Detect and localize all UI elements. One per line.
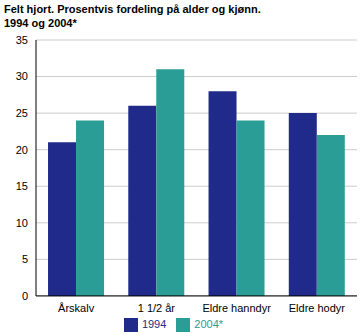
svg-text:Årskalv: Årskalv	[58, 302, 95, 314]
html-text:1994 og 2004*: 1994 og 2004*	[4, 17, 77, 29]
html-text:1994: 1994	[141, 317, 167, 330]
svg-text:0: 0	[22, 290, 28, 302]
svg-text:25: 25	[16, 107, 28, 119]
svg-text:10: 10	[16, 217, 28, 229]
svg-text:15: 15	[16, 180, 28, 192]
svg-text:5: 5	[22, 253, 28, 265]
html-text:Felt hjort. Prosentvis fordeli: Felt hjort. Prosentvis fordeling på alde…	[4, 3, 261, 15]
svg-text:Eldre hodyr: Eldre hodyr	[289, 302, 346, 314]
svg-text:20: 20	[16, 144, 28, 156]
html-text:2004*: 2004*	[194, 317, 224, 330]
svg-text:1 1/2 år: 1 1/2 år	[138, 302, 176, 314]
svg-text:35: 35	[16, 34, 28, 46]
svg-text:30: 30	[16, 70, 28, 82]
svg-text:Eldre hanndyr: Eldre hanndyr	[202, 302, 271, 314]
